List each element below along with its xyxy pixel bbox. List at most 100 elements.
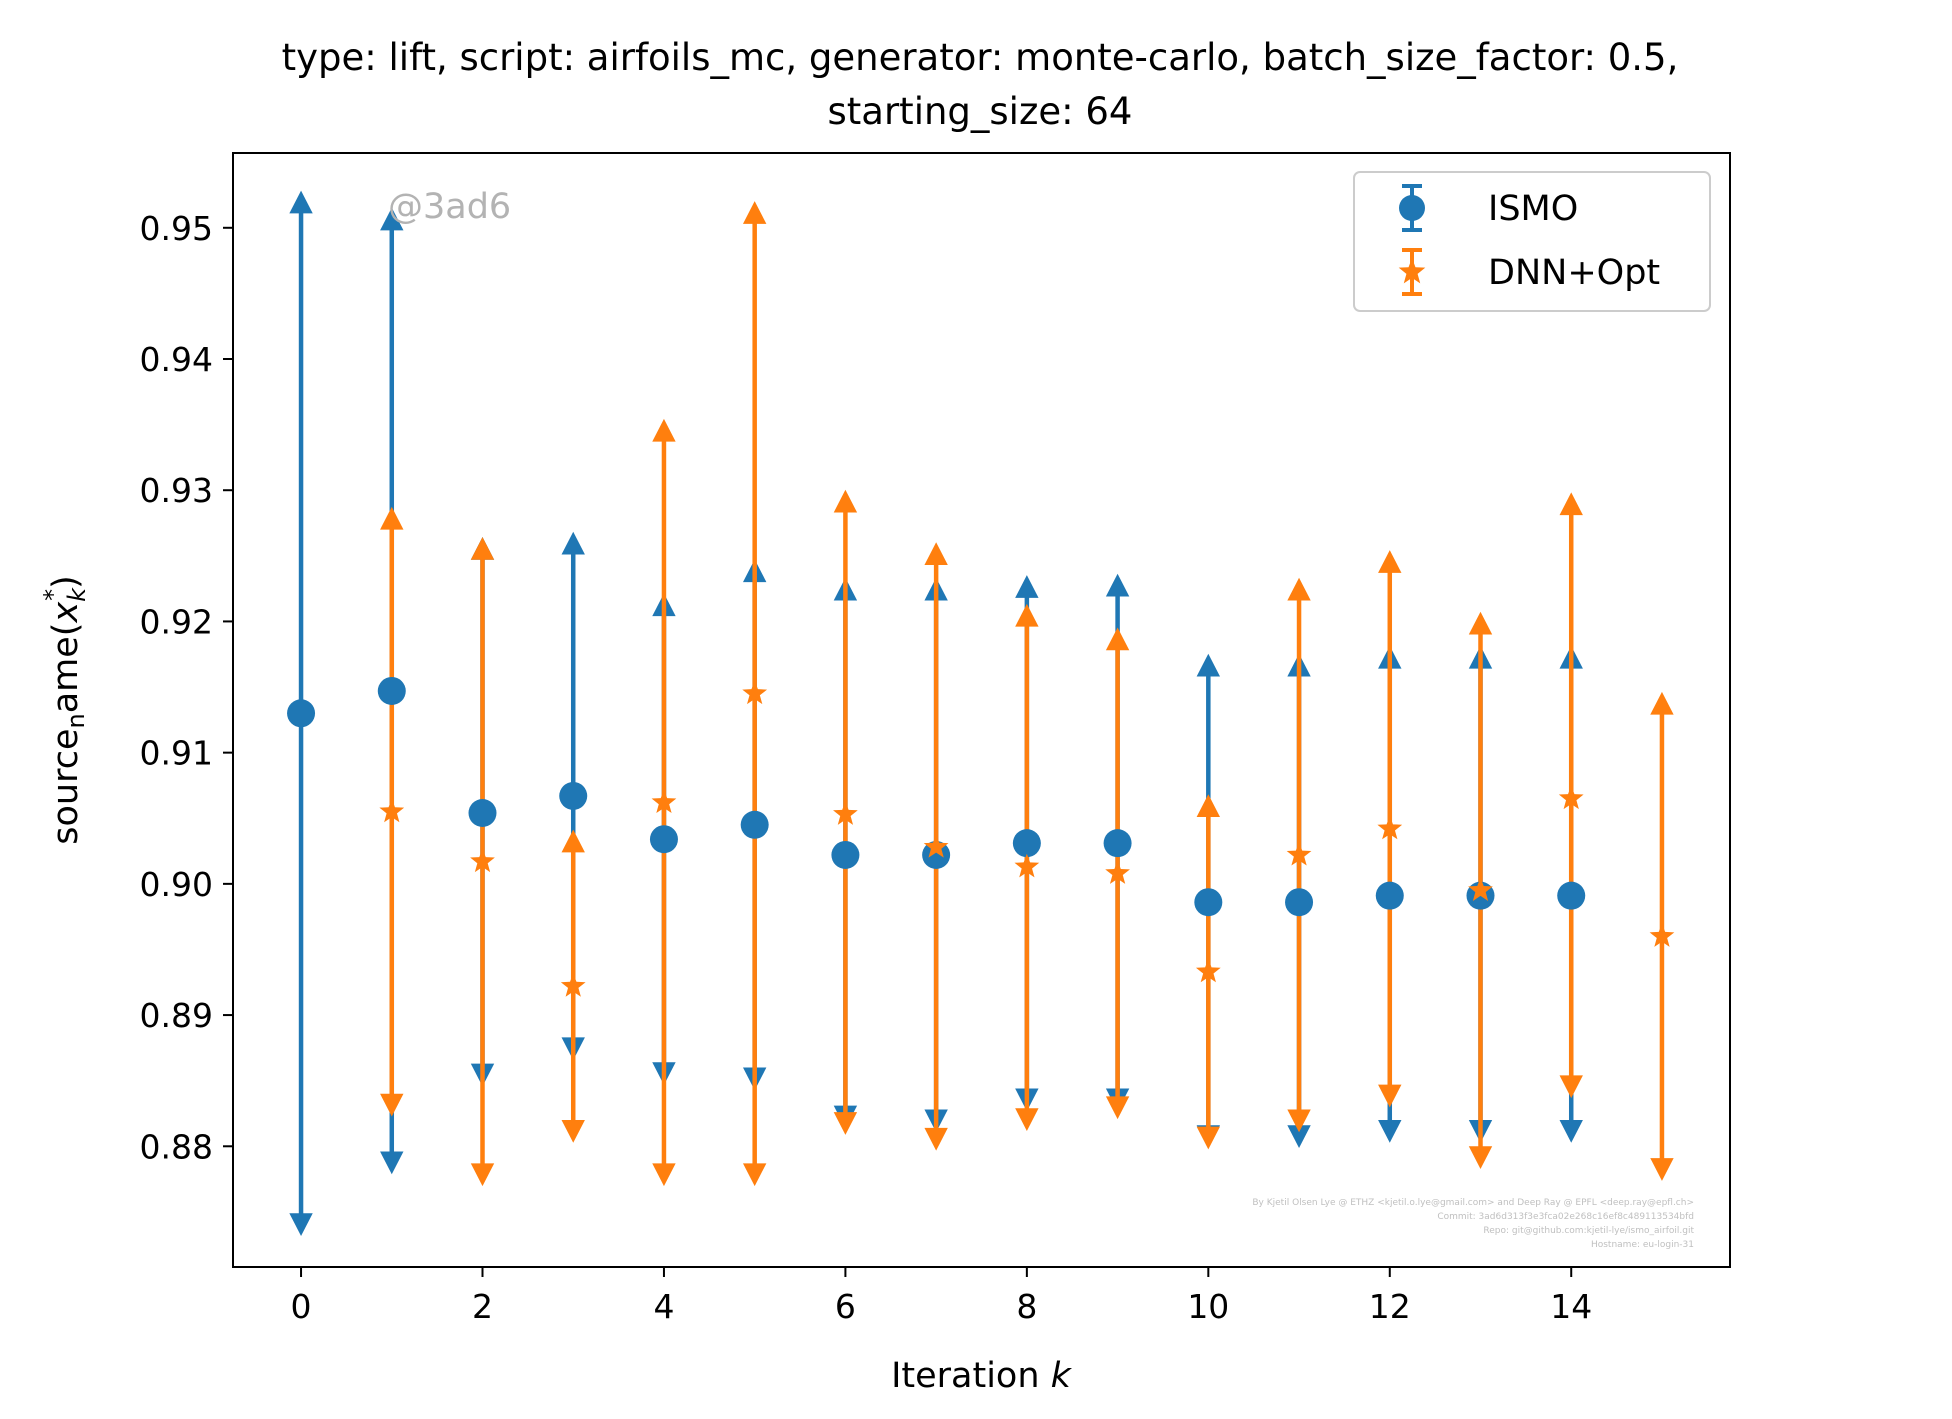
dnn-opt-errorbar-lower-cap — [1559, 1075, 1583, 1099]
credit-line-1: By Kjetil Olsen Lye @ ETHZ <kjetil.o.lye… — [1252, 1198, 1694, 1208]
dnn-opt-errorbar-lower-cap — [561, 1120, 585, 1143]
ismo-point — [1557, 881, 1586, 910]
legend: ISMO DNN+Opt — [1353, 171, 1711, 312]
x-tick-label: 2 — [472, 1287, 493, 1326]
dnn-opt-errorbar-lower-cap — [652, 1163, 676, 1187]
dnn-opt-point — [560, 973, 586, 997]
credit-line-4: Hostname: eu-login-31 — [1591, 1240, 1694, 1250]
ismo-errorbar-lower-cap — [380, 1151, 404, 1175]
y-axis-label: sourcename(xk*) — [39, 575, 91, 844]
dnn-opt-errorbar-lower-cap — [742, 1163, 767, 1187]
ismo-point — [377, 676, 406, 705]
axis-ticks: 0 2 4 6 8 10 12 14 0.88 0.89 0.90 0.91 0.92 0.93 0.94 0… — [140, 209, 1593, 1326]
legend-dnn-opt-handle — [1398, 248, 1426, 296]
credit-block: By Kjetil Olsen Lye @ ETHZ <kjetil.o.lye… — [1252, 1198, 1694, 1250]
y-tick-label: 0.90 — [140, 865, 213, 904]
x-tick-label: 6 — [835, 1287, 856, 1326]
dnn-opt-errorbar-lower-cap — [924, 1127, 948, 1151]
dnn-opt-errorbar-upper-cap — [380, 506, 404, 530]
dnn-opt-errorbar-upper-cap — [652, 418, 676, 442]
x-tick-label: 4 — [653, 1287, 674, 1326]
ismo-errorbar-upper-cap — [380, 207, 404, 231]
dnn-opt-errorbar-lower-cap — [380, 1093, 404, 1117]
y-tick-label: 0.95 — [140, 209, 213, 248]
dnn-opt-point — [1286, 841, 1312, 866]
y-tick-label: 0.88 — [140, 1127, 213, 1166]
x-tick-label: 8 — [1016, 1287, 1037, 1326]
ismo-errorbar-upper-cap — [1105, 573, 1130, 597]
ismo-point — [831, 840, 860, 869]
chart-title-line1: type: lift, script: airfoils_mc, generat… — [282, 36, 1679, 79]
axes-frame — [232, 152, 1731, 1268]
credit-line-3: Repo: git@github.com:kjetil-lye/ismo_air… — [1483, 1226, 1694, 1236]
y-tick-label: 0.92 — [140, 602, 213, 641]
dnn-opt-errorbar-upper-cap — [924, 542, 948, 566]
dnn-opt-point — [1558, 785, 1584, 810]
x-tick-label: 12 — [1369, 1287, 1411, 1326]
dnn-opt-errorbar-upper-cap — [1196, 794, 1221, 817]
dnn-opt-errorbar-lower-cap — [1378, 1084, 1402, 1108]
dnn-opt-errorbar-upper-cap — [833, 489, 858, 513]
dnn-opt-errorbar-lower-cap — [1105, 1096, 1130, 1120]
dnn-opt-errorbar-upper-cap — [742, 201, 767, 224]
dnn-opt-point — [470, 848, 495, 873]
dnn-opt-errorbar-lower-cap — [1287, 1109, 1311, 1133]
ismo-point — [1012, 829, 1041, 858]
dnn-opt-errorbar-upper-cap — [1015, 603, 1039, 627]
ismo-point — [1194, 888, 1223, 917]
dnn-opt-errorbar-upper-cap — [1559, 492, 1583, 516]
x-tick-label: 14 — [1550, 1287, 1592, 1326]
ismo-errorbar-lower-cap — [1287, 1125, 1311, 1149]
dnn-opt-errorbar-upper-cap — [1378, 550, 1402, 573]
dnn-opt-errorbar-upper-cap — [1468, 611, 1493, 635]
chart-title-line2: starting_size: 64 — [828, 90, 1133, 133]
dnn-opt-point — [1649, 923, 1675, 947]
ismo-errorbar-upper-cap — [561, 531, 585, 555]
series-markers — [287, 676, 1675, 997]
dnn-opt-errorbar-upper-cap — [561, 829, 585, 853]
ismo-point — [468, 799, 497, 828]
dnn-opt-errorbar-lower-cap — [1468, 1146, 1493, 1170]
ismo-errorbar-lower-cap — [289, 1213, 313, 1236]
dnn-opt-point — [742, 680, 768, 705]
ismo-point — [287, 699, 316, 728]
y-tick-label: 0.93 — [140, 471, 213, 510]
credit-line-2: Commit: 3ad6d313f3e3fca02e268c16ef8c4891… — [1437, 1212, 1694, 1222]
dnn-opt-errorbar-lower-cap — [1650, 1158, 1674, 1181]
dnn-opt-errorbar-lower-cap — [1196, 1126, 1221, 1150]
dnn-opt-point — [1377, 815, 1403, 840]
dnn-opt-point — [1468, 877, 1493, 901]
dnn-opt-errorbar-upper-cap — [470, 537, 495, 560]
ismo-errorbar-upper-cap — [1196, 653, 1221, 677]
watermark-text: @3ad6 — [388, 187, 511, 227]
dnn-opt-errorbar-upper-cap — [1287, 577, 1311, 601]
dnn-opt-point — [1014, 853, 1040, 878]
ismo-point — [740, 810, 769, 839]
dnn-opt-errorbar-lower-cap — [833, 1112, 858, 1135]
legend-dnn-opt-star — [1398, 258, 1426, 284]
ismo-point — [649, 825, 678, 854]
x-axis-label: Iteration k — [891, 1356, 1073, 1396]
dnn-opt-errorbar-lower-cap — [1015, 1108, 1039, 1131]
ismo-point — [922, 840, 951, 869]
legend-dnn-opt-label: DNN+Opt — [1488, 253, 1660, 293]
series-dnn-opt-errorbars — [380, 201, 1674, 1187]
y-tick-label: 0.94 — [140, 340, 213, 379]
x-tick-label: 0 — [291, 1287, 312, 1326]
dnn-opt-point — [651, 789, 677, 814]
dnn-opt-point — [833, 801, 858, 825]
dnn-opt-errorbar-lower-cap — [470, 1163, 495, 1187]
ismo-errorbar-upper-cap — [1015, 575, 1039, 598]
legend-ismo-handle — [1399, 184, 1425, 232]
ismo-point — [1375, 881, 1404, 910]
dnn-opt-point — [379, 798, 405, 823]
ismo-point — [1285, 888, 1314, 917]
x-tick-label: 10 — [1187, 1287, 1229, 1326]
y-tick-label: 0.89 — [140, 996, 213, 1035]
dnn-opt-point — [1105, 860, 1130, 884]
dnn-opt-point — [923, 834, 949, 858]
dnn-opt-errorbar-upper-cap — [1105, 627, 1130, 651]
ismo-point — [1103, 829, 1132, 858]
ismo-errorbar-lower-cap — [1559, 1120, 1583, 1143]
